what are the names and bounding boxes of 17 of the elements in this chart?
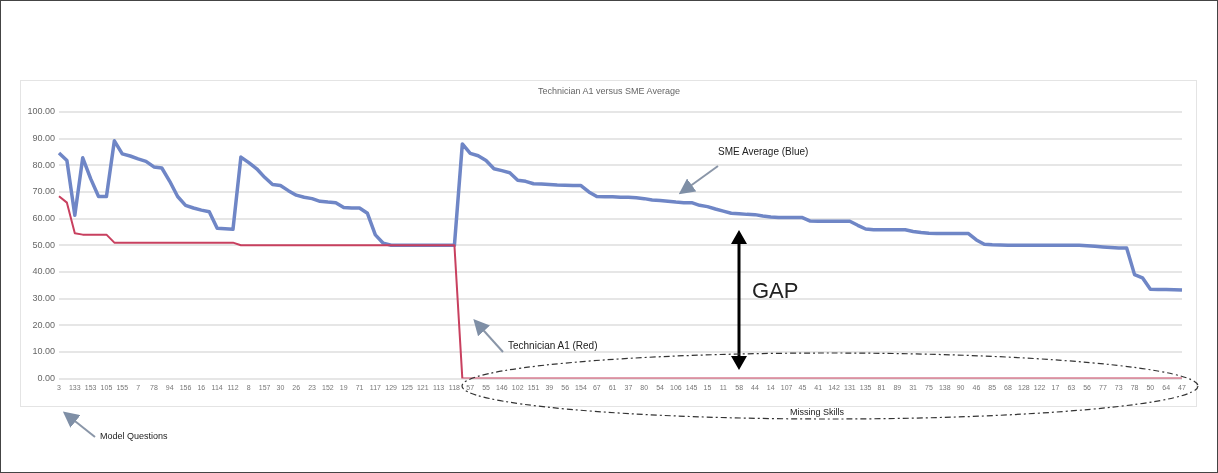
y-tick-label: 40.00 xyxy=(32,266,55,277)
y-tick-label: 10.00 xyxy=(32,346,55,357)
text: Missing Skills xyxy=(790,407,845,417)
y-tick-label: 60.00 xyxy=(32,213,55,224)
y-tick-label: 80.00 xyxy=(32,159,55,170)
annotation: SME Average (Blue) xyxy=(718,146,809,157)
annotation: Technician A1 (Red) xyxy=(508,340,598,351)
text: Model Questions xyxy=(100,431,168,441)
y-tick-label: 50.00 xyxy=(32,239,55,250)
y-tick-label: 90.00 xyxy=(32,133,55,144)
y-tick-label: 30.00 xyxy=(32,293,55,304)
y-tick-label: 0.00 xyxy=(37,373,55,384)
y-tick-label: 20.00 xyxy=(32,319,55,330)
annotation: GAP xyxy=(752,278,799,304)
y-tick-label: 70.00 xyxy=(32,186,55,197)
y-tick-label: 100.00 xyxy=(27,106,55,117)
chart-title: Technician A1 versus SME Average xyxy=(537,86,681,96)
